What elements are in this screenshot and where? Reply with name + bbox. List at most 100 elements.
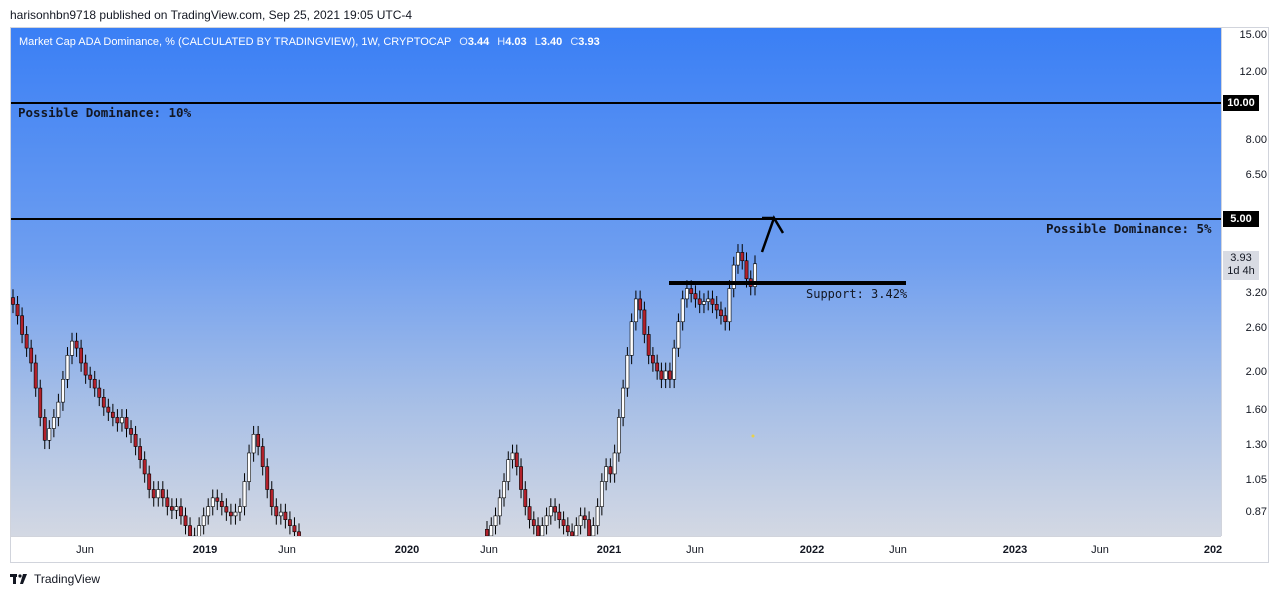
candle-body bbox=[242, 481, 247, 507]
legend-high-label: H bbox=[497, 36, 506, 48]
candle-body bbox=[710, 298, 715, 305]
candle-body bbox=[101, 397, 106, 408]
price-tick: 1.60 bbox=[1245, 404, 1267, 416]
candle-body bbox=[251, 433, 256, 454]
candle-body bbox=[165, 497, 170, 507]
dominance-10-line[interactable] bbox=[11, 102, 1221, 104]
candle-body bbox=[269, 489, 274, 507]
candle-body bbox=[689, 288, 694, 294]
candle-body bbox=[219, 500, 224, 507]
candle-body bbox=[561, 519, 566, 526]
price-axis[interactable]: 15.00 12.00 8.00 6.50 3.20 2.60 2.00 1.6… bbox=[1221, 28, 1268, 536]
tradingview-logo-icon bbox=[10, 574, 27, 584]
time-tick: Jun bbox=[1091, 544, 1109, 556]
time-tick: 2023 bbox=[1002, 544, 1028, 556]
candle-body bbox=[663, 370, 668, 380]
candle-body bbox=[659, 370, 664, 380]
price-tick: 12.00 bbox=[1239, 66, 1267, 78]
candle-body bbox=[197, 525, 202, 536]
candle-body bbox=[578, 515, 583, 526]
candle-body bbox=[591, 525, 596, 536]
price-tick: 1.05 bbox=[1245, 474, 1267, 486]
legend-close-label: C bbox=[570, 36, 579, 48]
candle-body bbox=[527, 506, 532, 521]
last-price-value: 3.93 bbox=[1230, 252, 1252, 264]
candle-body bbox=[646, 334, 651, 356]
dominance-5-line[interactable] bbox=[11, 218, 1221, 220]
candle-body bbox=[587, 519, 591, 536]
candle-body bbox=[138, 446, 143, 460]
chart-pane[interactable]: Market Cap ADA Dominance, % (CALCULATED … bbox=[11, 28, 1221, 536]
candle-body bbox=[24, 334, 29, 349]
candle-body bbox=[88, 374, 93, 380]
up-arrow-icon[interactable] bbox=[760, 215, 785, 253]
candle-body bbox=[493, 515, 498, 526]
candle-body bbox=[676, 321, 681, 349]
candle-body bbox=[502, 481, 506, 499]
bar-countdown: 1d 4h bbox=[1227, 265, 1255, 277]
candle-body bbox=[753, 263, 757, 287]
candle-body bbox=[156, 489, 161, 499]
candle-body bbox=[92, 378, 97, 389]
legend-high-value: 4.03 bbox=[505, 36, 527, 48]
candle-body bbox=[693, 293, 698, 300]
candle-body bbox=[233, 511, 238, 517]
candle-body bbox=[260, 446, 265, 467]
candle-series bbox=[11, 244, 757, 536]
candle-body bbox=[110, 411, 115, 418]
candle-body bbox=[288, 519, 292, 526]
footer: TradingView bbox=[10, 572, 100, 586]
candle-body bbox=[224, 506, 229, 513]
candle-body bbox=[702, 301, 706, 305]
candle-body bbox=[179, 506, 183, 517]
candle-body bbox=[599, 481, 604, 507]
price-tick: 2.00 bbox=[1245, 366, 1267, 378]
legend-low-label: L bbox=[534, 36, 541, 48]
candle-body bbox=[621, 387, 626, 418]
time-tick: 2021 bbox=[596, 544, 622, 556]
candle-body bbox=[169, 506, 174, 511]
candle-body bbox=[727, 288, 732, 323]
time-tick: Jun bbox=[686, 544, 704, 556]
candle-body bbox=[697, 298, 702, 305]
time-axis[interactable]: Jun 2019 Jun 2020 Jun 2021 Jun 2022 Jun … bbox=[11, 536, 1222, 562]
price-tag-5: 5.00 bbox=[1223, 211, 1259, 227]
candle-body bbox=[625, 355, 630, 389]
candle-body bbox=[608, 466, 613, 475]
candle-body bbox=[210, 497, 215, 507]
candle-body bbox=[29, 347, 34, 364]
time-tick: 2019 bbox=[192, 544, 218, 556]
annotation-support: Support: 3.42% bbox=[806, 287, 908, 301]
candle-body bbox=[38, 387, 43, 418]
candle-body bbox=[510, 452, 515, 460]
candle-body bbox=[133, 433, 138, 447]
price-tick: 8.00 bbox=[1245, 134, 1267, 146]
candle-body bbox=[680, 298, 685, 323]
price-tick: 3.20 bbox=[1245, 287, 1267, 299]
candle-body bbox=[514, 452, 519, 467]
legend-close-value: 3.93 bbox=[578, 36, 600, 48]
last-price-tag: 3.93 1d 4h bbox=[1223, 251, 1259, 280]
candle-body bbox=[506, 459, 511, 482]
candle-body bbox=[485, 528, 489, 536]
candle-body bbox=[706, 298, 711, 302]
chart-legend: Market Cap ADA Dominance, % (CALCULATED … bbox=[19, 36, 600, 48]
candle-body bbox=[278, 511, 283, 517]
price-tick: 6.50 bbox=[1245, 169, 1267, 181]
candle-body bbox=[129, 428, 133, 435]
candle-body bbox=[638, 298, 643, 311]
candle-body bbox=[582, 515, 587, 521]
price-tag-10: 10.00 bbox=[1223, 95, 1259, 111]
candle-body bbox=[604, 466, 609, 482]
candle-body bbox=[536, 525, 540, 536]
candle-body bbox=[523, 489, 528, 507]
marker-dot bbox=[751, 434, 755, 438]
candle-body bbox=[595, 506, 600, 526]
candle-body bbox=[612, 452, 617, 475]
candle-body bbox=[283, 511, 288, 521]
candle-body bbox=[115, 417, 120, 424]
chart-frame[interactable]: Market Cap ADA Dominance, % (CALCULATED … bbox=[10, 27, 1269, 563]
candle-body bbox=[65, 355, 70, 380]
price-tick: 1.30 bbox=[1245, 439, 1267, 451]
candle-body bbox=[489, 525, 494, 536]
